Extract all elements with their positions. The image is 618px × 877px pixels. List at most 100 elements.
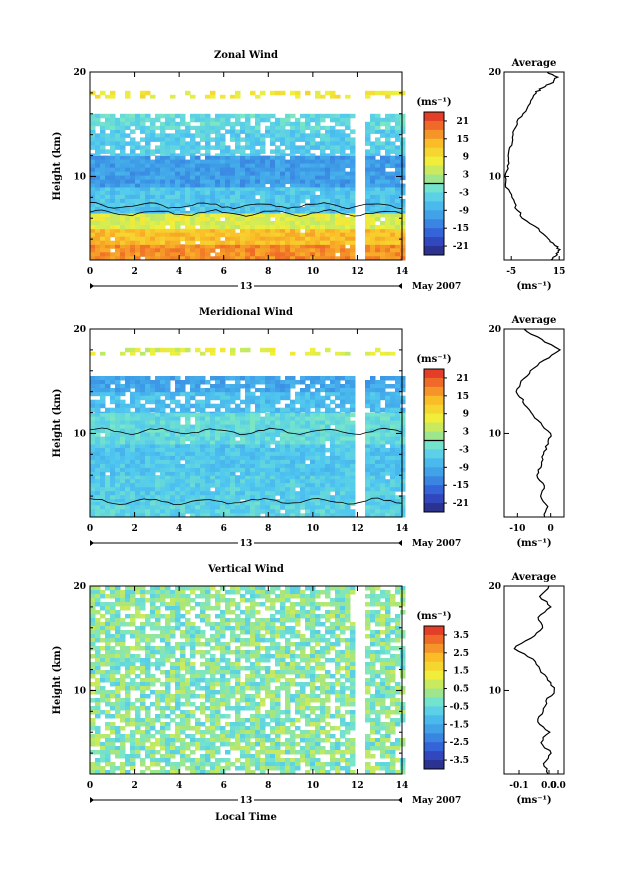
heatmap-cell <box>95 479 101 484</box>
heatmap-cell <box>285 590 291 595</box>
heatmap-cell <box>325 495 331 500</box>
heatmap-cell <box>160 464 166 469</box>
heatmap-cell <box>95 233 101 238</box>
heatmap-cell <box>115 417 121 422</box>
heatmap-cell <box>390 413 396 418</box>
heatmap-cell <box>165 187 171 192</box>
heatmap-cell <box>140 606 146 611</box>
heatmap-cell <box>310 137 316 142</box>
heatmap-cell <box>240 191 246 196</box>
heatmap-cell <box>335 610 341 615</box>
heatmap-cell <box>110 233 116 238</box>
heatmap-cell <box>320 483 326 488</box>
heatmap-cell <box>150 610 156 615</box>
heatmap-cell <box>145 221 151 226</box>
heatmap-cell <box>230 156 236 161</box>
heatmap-cell <box>370 168 376 173</box>
heatmap-cell <box>110 472 116 476</box>
heatmap-cell <box>345 448 351 453</box>
heatmap-cell <box>340 376 346 381</box>
heatmap-cell <box>375 468 381 473</box>
heatmap-cell <box>260 207 266 212</box>
heatmap-cell <box>170 425 176 430</box>
heatmap-cell <box>200 145 206 150</box>
heatmap-cell <box>330 444 336 449</box>
heatmap-cell <box>125 452 131 457</box>
heatmap-cell <box>325 221 331 226</box>
heatmap-cell <box>220 509 226 514</box>
heatmap-cell <box>90 614 96 619</box>
heatmap-cell <box>400 221 406 226</box>
heatmap-cell <box>275 396 281 401</box>
heatmap-cell <box>320 156 326 161</box>
heatmap-cell <box>295 452 301 457</box>
heatmap-cell <box>365 479 371 484</box>
heatmap-cell <box>400 156 406 161</box>
heatmap-cell <box>380 221 386 226</box>
heatmap-cell <box>275 187 281 192</box>
heatmap-cell <box>275 229 281 234</box>
heatmap-cell <box>330 614 336 619</box>
heatmap-cell <box>265 233 271 238</box>
heatmap-cell <box>340 499 346 502</box>
heatmap-cell <box>380 388 386 392</box>
heatmap-cell <box>290 176 296 181</box>
heatmap-cell <box>265 244 271 249</box>
heatmap-cell <box>330 437 336 442</box>
heatmap-cell <box>250 479 256 484</box>
heatmap-cell <box>135 472 141 476</box>
heatmap-cell <box>170 241 176 245</box>
heatmap-cell <box>155 244 161 249</box>
heatmap-cell <box>315 456 321 461</box>
heatmap-cell <box>195 464 201 469</box>
heatmap-cell <box>140 199 146 204</box>
heatmap-cell <box>250 483 256 488</box>
heatmap-cell <box>305 244 311 249</box>
heatmap-cell <box>380 448 386 453</box>
heatmap-cell <box>280 475 286 480</box>
heatmap-cell <box>285 153 291 156</box>
heatmap-cell <box>190 479 196 484</box>
heatmap-cell <box>150 153 156 156</box>
heatmap-cell <box>230 217 236 222</box>
heatmap-cell <box>220 483 226 488</box>
heatmap-cell <box>135 586 141 591</box>
heatmap-cell <box>220 126 226 130</box>
heatmap-cell <box>235 501 241 506</box>
heatmap-cell <box>275 479 281 484</box>
heatmap-cell <box>125 505 131 510</box>
heatmap-cell <box>245 468 251 473</box>
heatmap-cell <box>105 184 111 188</box>
heatmap-cell <box>260 602 266 607</box>
heatmap-cell <box>350 241 356 245</box>
heatmap-cell <box>90 225 96 229</box>
heatmap-cell <box>190 412 196 413</box>
heatmap-cell <box>175 153 181 156</box>
heatmap-cell <box>210 191 216 196</box>
heatmap-cell <box>180 464 186 469</box>
heatmap-cell <box>250 475 256 480</box>
heatmap-cell <box>150 392 156 397</box>
heatmap-cell <box>265 172 271 177</box>
heatmap-cell <box>350 168 356 173</box>
heatmap-cell <box>235 460 241 465</box>
heatmap-cell <box>175 241 181 245</box>
heatmap-cell <box>330 602 336 607</box>
heatmap-cell <box>265 195 271 200</box>
heatmap-cell <box>230 180 236 185</box>
heatmap-cell <box>350 176 356 181</box>
heatmap-cell <box>240 237 246 242</box>
heatmap-cell <box>285 129 291 134</box>
heatmap-cell <box>375 225 381 229</box>
heatmap-cell <box>240 137 246 142</box>
heatmap-cell <box>110 412 116 413</box>
heatmap-cell <box>280 187 286 192</box>
heatmap-cell <box>275 464 281 469</box>
heatmap-cell <box>140 464 146 469</box>
heatmap-cell <box>295 464 301 469</box>
heatmap-cell <box>230 456 236 461</box>
heatmap-cell <box>220 412 226 413</box>
heatmap-cell <box>120 126 126 130</box>
heatmap-cell <box>240 187 246 192</box>
heatmap-cell <box>200 483 206 488</box>
